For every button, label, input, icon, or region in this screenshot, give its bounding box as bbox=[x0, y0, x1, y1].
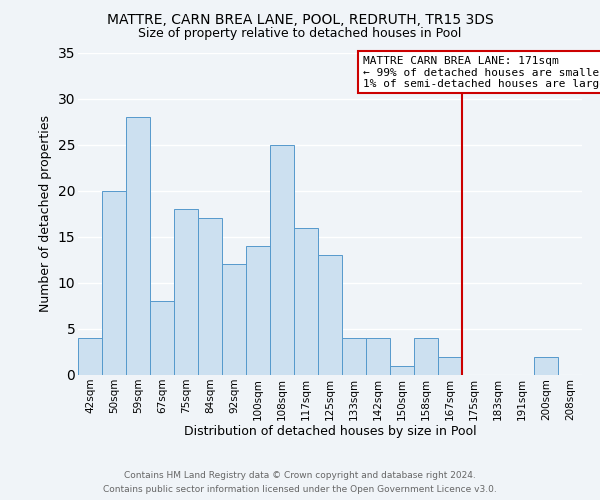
Bar bbox=[534, 356, 558, 375]
X-axis label: Distribution of detached houses by size in Pool: Distribution of detached houses by size … bbox=[184, 426, 476, 438]
Bar bbox=[342, 338, 366, 375]
Bar bbox=[126, 117, 150, 375]
Bar bbox=[390, 366, 414, 375]
Bar bbox=[150, 302, 174, 375]
Text: Size of property relative to detached houses in Pool: Size of property relative to detached ho… bbox=[139, 28, 461, 40]
Bar bbox=[414, 338, 438, 375]
Bar bbox=[294, 228, 318, 375]
Y-axis label: Number of detached properties: Number of detached properties bbox=[39, 116, 52, 312]
Bar bbox=[78, 338, 102, 375]
Bar bbox=[222, 264, 246, 375]
Bar bbox=[198, 218, 222, 375]
Bar bbox=[366, 338, 390, 375]
Text: MATTRE, CARN BREA LANE, POOL, REDRUTH, TR15 3DS: MATTRE, CARN BREA LANE, POOL, REDRUTH, T… bbox=[107, 12, 493, 26]
Bar bbox=[174, 209, 198, 375]
Bar bbox=[438, 356, 462, 375]
Bar bbox=[246, 246, 270, 375]
Text: MATTRE CARN BREA LANE: 171sqm
← 99% of detached houses are smaller (189)
1% of s: MATTRE CARN BREA LANE: 171sqm ← 99% of d… bbox=[363, 56, 600, 89]
Bar bbox=[270, 144, 294, 375]
Text: Contains HM Land Registry data © Crown copyright and database right 2024.
Contai: Contains HM Land Registry data © Crown c… bbox=[103, 472, 497, 494]
Bar bbox=[318, 255, 342, 375]
Bar bbox=[102, 190, 126, 375]
